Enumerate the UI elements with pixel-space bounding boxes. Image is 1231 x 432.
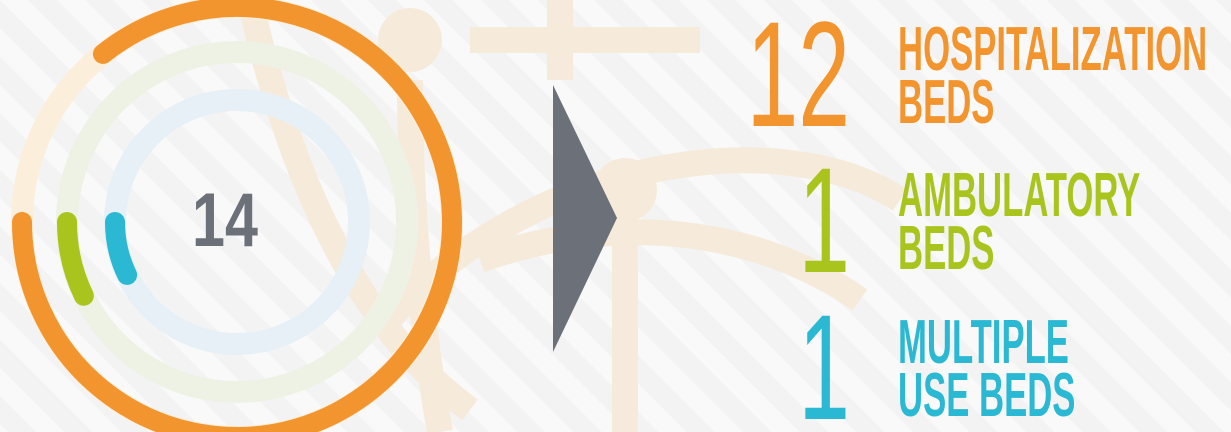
total-value: 14 <box>192 178 258 263</box>
legend-value: 12 <box>747 0 850 158</box>
legend-value: 1 <box>798 137 850 304</box>
legend-label: BEDS <box>898 213 994 282</box>
ring-arc <box>115 222 127 275</box>
legend-label: USE BEDS <box>898 360 1075 429</box>
infographic: 1412HOSPITALIZATIONBEDS1AMBULATORYBEDS1M… <box>0 0 1231 432</box>
legend-label: BEDS <box>898 67 994 136</box>
legend-value: 1 <box>798 284 850 432</box>
